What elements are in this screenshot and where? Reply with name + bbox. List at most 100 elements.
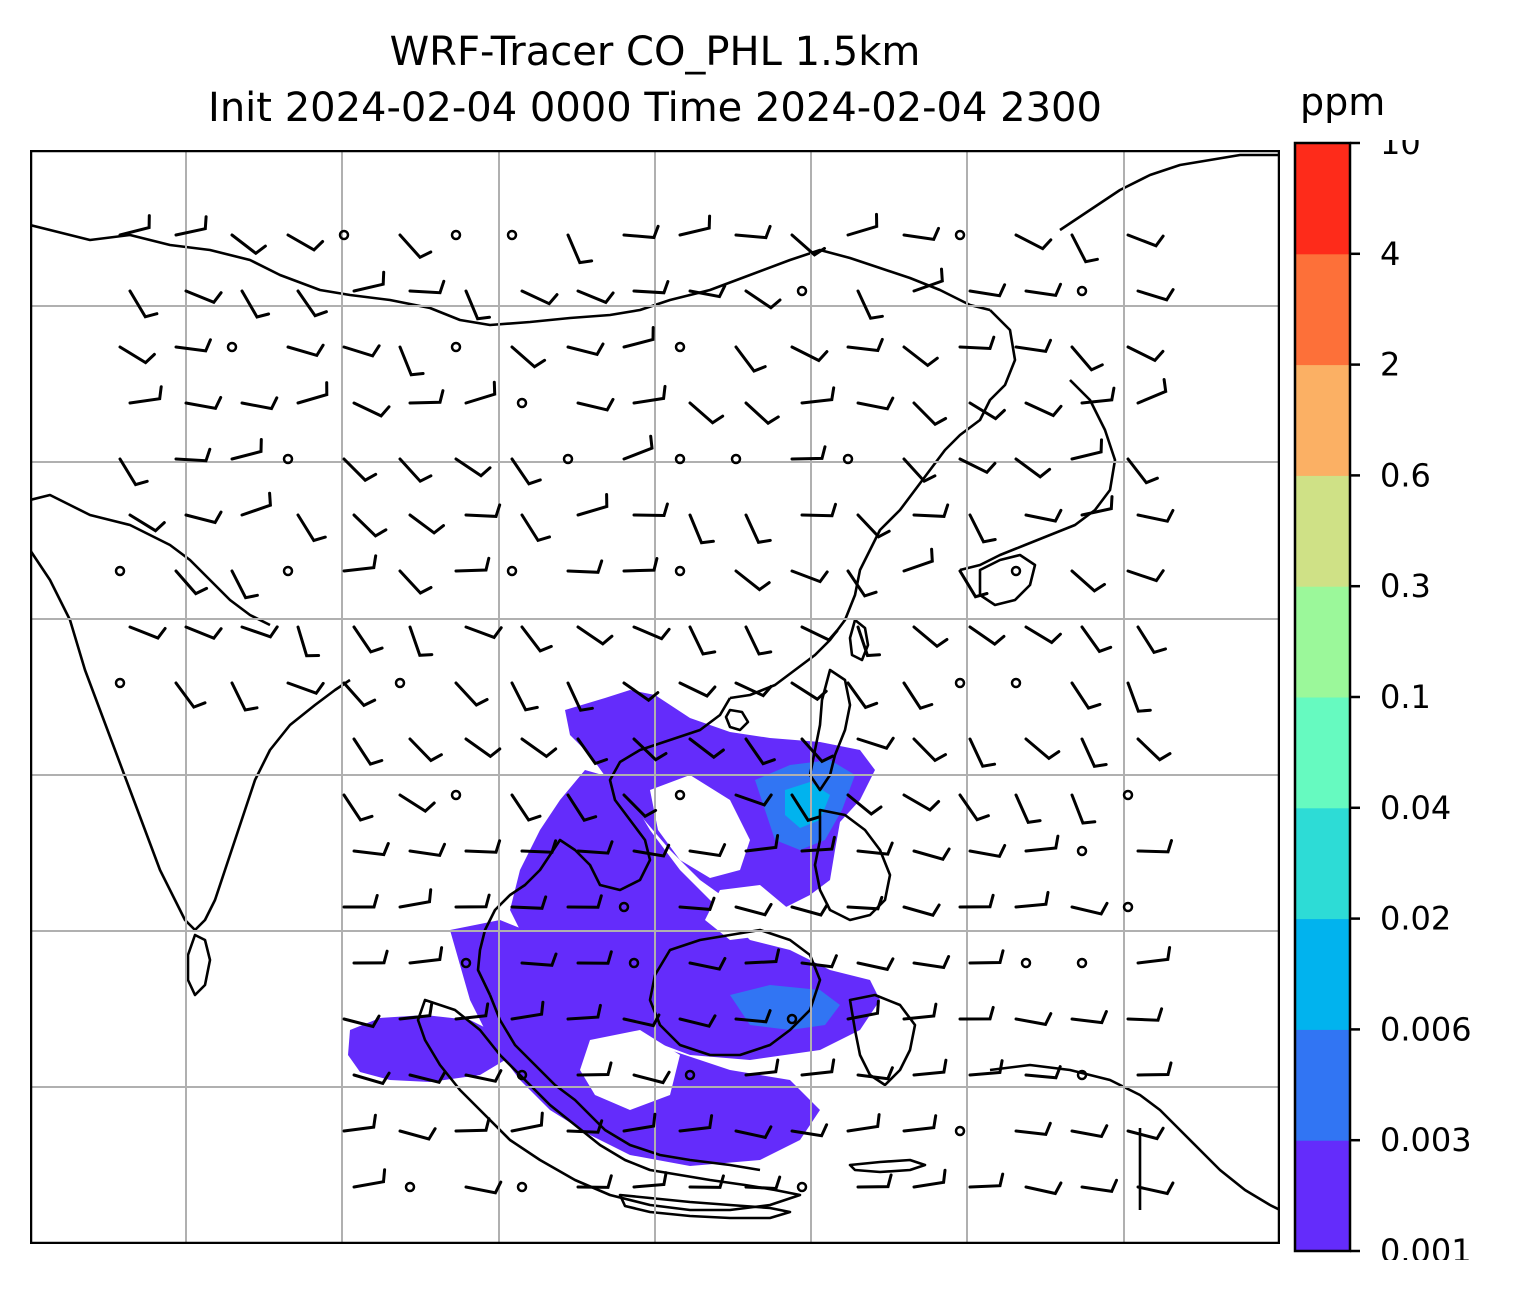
wind-barb	[678, 896, 716, 911]
wind-barb	[1014, 233, 1053, 251]
wind-barb	[790, 793, 822, 823]
wind-barb	[342, 554, 378, 573]
colorbar-segment	[1295, 918, 1350, 1030]
wind-barb	[688, 1174, 725, 1189]
wind-barb	[1070, 345, 1104, 372]
wind-barb	[128, 385, 163, 405]
calm-wind-marker	[506, 565, 518, 577]
wind-barb	[744, 1175, 782, 1191]
wind-barbs	[114, 212, 1175, 1196]
calm-wind-marker	[1122, 901, 1134, 913]
wind-barb	[118, 345, 156, 365]
wind-barb	[398, 233, 433, 260]
wind-barb	[800, 835, 836, 853]
calm-wind-marker	[516, 1069, 528, 1081]
wind-barb	[688, 843, 727, 858]
colorbar-segment	[1295, 1140, 1350, 1252]
wind-barb	[174, 681, 207, 709]
wind-barb	[800, 625, 839, 642]
colorbar-segment	[1295, 697, 1350, 809]
wind-barb	[230, 233, 267, 256]
wind-barb	[184, 396, 223, 410]
wind-barb	[342, 894, 379, 909]
wind-barb	[632, 1171, 668, 1189]
wind-barb	[846, 1113, 881, 1133]
wind-barb	[408, 625, 434, 657]
colorbar-tick-label: 0.6	[1380, 456, 1431, 494]
wind-barb	[398, 569, 433, 595]
wind-barb	[464, 289, 491, 321]
colorbar-segments	[1295, 143, 1350, 1252]
calm-wind-marker	[1010, 677, 1022, 689]
colorbar-segment	[1295, 1029, 1350, 1141]
wind-barb	[1136, 288, 1175, 302]
wind-barb	[576, 1061, 613, 1077]
wind-barb	[566, 793, 598, 822]
wind-barb	[398, 793, 436, 813]
plume-west-lobe	[348, 1015, 505, 1082]
coastline-india	[30, 549, 351, 932]
wind-barb	[744, 625, 773, 656]
wind-barb	[958, 893, 995, 909]
wind-barb	[902, 345, 939, 368]
wind-barb	[958, 1005, 995, 1021]
wind-barb	[622, 434, 654, 461]
wind-barb	[1024, 508, 1063, 523]
colorbar-unit-label: ppm	[1300, 80, 1386, 124]
wind-barb	[408, 279, 446, 295]
wind-barb	[240, 625, 279, 639]
wind-barb	[912, 401, 948, 427]
wind-barb	[464, 1069, 503, 1083]
coastline-sumatra	[416, 998, 802, 1212]
wind-barb	[1024, 1181, 1063, 1196]
wind-barb	[1024, 834, 1060, 853]
wind-barb	[1126, 1126, 1165, 1141]
wind-barb	[1136, 1061, 1173, 1077]
wind-barb	[408, 1070, 447, 1085]
calm-wind-marker	[450, 229, 462, 241]
wind-barb	[1070, 1124, 1109, 1139]
calm-wind-marker	[786, 1013, 798, 1025]
colorbar-ticks: 0.001 0.003 0.006 0.02 0.04 0.1 0.3 0.6 2 4 10	[1350, 140, 1472, 1260]
calm-wind-marker	[338, 229, 350, 241]
map-panel	[30, 150, 1280, 1244]
wind-barb	[1014, 890, 1050, 909]
wind-barb	[566, 559, 604, 574]
wind-barb	[688, 284, 727, 299]
coastline-sulawesi	[848, 993, 917, 1087]
wind-barb	[576, 625, 614, 646]
wind-barb	[912, 1058, 948, 1077]
wind-barb	[790, 445, 827, 461]
wind-barb	[968, 513, 997, 544]
wind-barb	[342, 344, 381, 358]
wind-barb	[744, 948, 781, 965]
wind-barb	[800, 386, 836, 405]
coastline-malay-peninsula	[488, 994, 761, 1172]
wind-barb	[1136, 946, 1172, 965]
wind-barb	[464, 1180, 503, 1195]
wind-barb	[790, 681, 828, 702]
chart-title-line-2: Init 2024-02-04 0000 Time 2024-02-04 230…	[208, 85, 1102, 131]
wind-barb	[352, 401, 391, 418]
wind-barb	[1136, 378, 1168, 405]
wind-barb	[342, 457, 378, 483]
wind-barb	[230, 438, 263, 461]
wind-barb	[1014, 1012, 1053, 1027]
wind-barb	[566, 233, 594, 265]
wind-barb	[734, 793, 773, 807]
wind-barb	[846, 212, 879, 237]
wind-barb	[902, 1002, 938, 1021]
wind-barb	[958, 457, 997, 475]
wind-barb	[230, 569, 259, 600]
wind-barb	[352, 1168, 387, 1189]
coastline-new-guinea	[989, 1063, 1280, 1212]
calm-wind-marker	[618, 901, 630, 913]
wind-barb	[510, 681, 539, 712]
wind-barb	[1080, 495, 1114, 517]
wind-barb	[286, 233, 325, 252]
wind-barb	[510, 1111, 544, 1133]
wind-barb	[744, 401, 780, 426]
calm-wind-marker	[796, 1181, 808, 1193]
wind-barb	[846, 999, 880, 1021]
wind-barb	[856, 289, 884, 320]
